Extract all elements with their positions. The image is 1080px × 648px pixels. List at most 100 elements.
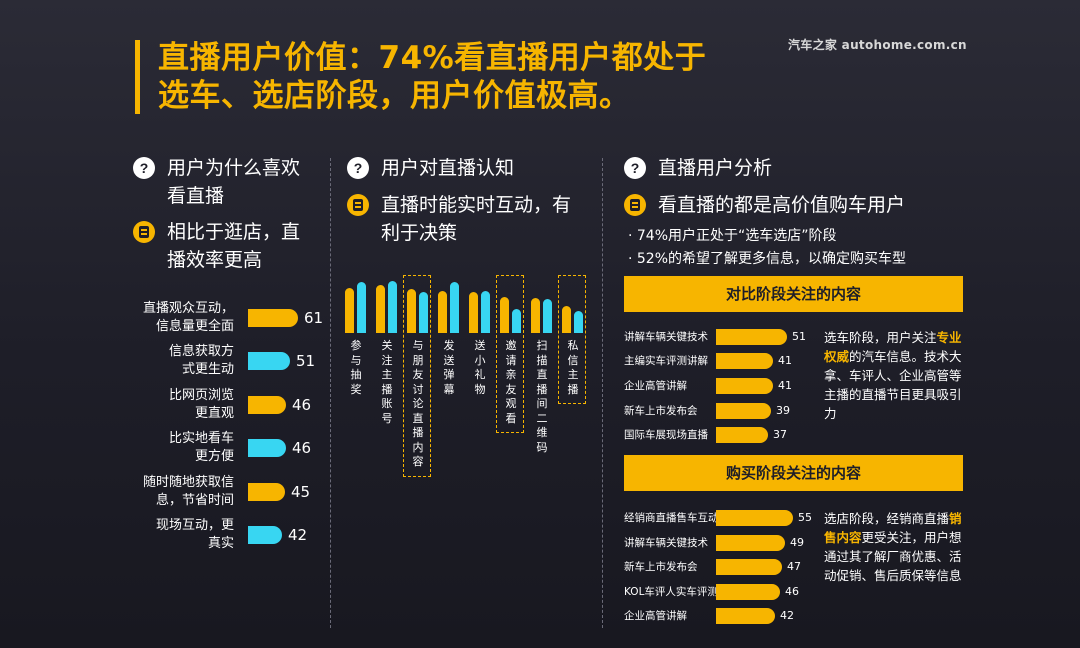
bar-label-line: 随时随地获取信 [142, 475, 234, 490]
column-bar [376, 285, 385, 333]
bar-label: 新车上市发布会 [624, 405, 698, 417]
bar [248, 309, 298, 327]
middle-answer-line-2: 利于决策 [381, 222, 458, 244]
right-bullet-2: · 52%的希望了解更多信息，以确定购买车型 [628, 251, 907, 267]
column-bar [512, 309, 521, 333]
bar [248, 396, 286, 414]
column-bar [450, 282, 459, 333]
bar [248, 483, 285, 501]
column-bar [419, 292, 428, 333]
note-highlight: 销售内容 [824, 511, 962, 545]
title-accent-bar [135, 40, 140, 114]
bar [716, 559, 782, 575]
compare-stage-note: 选车阶段，用户关注专业权威的汽车信息。技术大拿、车评人、企业高管等主播的直播节目… [824, 328, 964, 423]
bar-label-line: 现场互动，更 [155, 518, 234, 533]
bar-value: 51 [792, 330, 806, 343]
bar-label: 讲解车辆关键技术 [624, 537, 708, 549]
column-bar [562, 306, 571, 333]
bar-label: 主编实车评测讲解 [624, 355, 708, 367]
question-circle-icon: ? [624, 157, 646, 179]
bar-value: 41 [778, 354, 792, 367]
bar-label: 新车上市发布会 [624, 561, 698, 573]
bar-label-line: 比网页浏览 [168, 388, 234, 403]
page-title-line-2: 选车、选店阶段，用户价值极高。 [158, 78, 631, 114]
bar-value: 46 [785, 585, 799, 598]
left-answer-line-2: 播效率更高 [167, 249, 263, 271]
column-label: 扫描直播间二维码 [536, 339, 548, 454]
bar-value: 37 [773, 428, 787, 441]
bar-value: 41 [778, 379, 792, 392]
bar [716, 378, 773, 394]
page-title-line-1: 直播用户价值：74%看直播用户都处于 [158, 40, 707, 76]
column-label: 发送弹幕 [443, 339, 455, 396]
column-label: 邀请亲友观看 [505, 339, 517, 425]
note-text: 选店阶段，经销商直播 [824, 511, 950, 526]
bar-value: 47 [787, 560, 801, 573]
bar-label: 随时随地获取信 息，节省时间 [114, 474, 234, 510]
bar-value: 39 [776, 404, 790, 417]
bar-label-line: 信息获取方 [168, 344, 234, 359]
right-answer: 看直播的都是高价值购车用户 [658, 194, 906, 216]
bar [716, 584, 780, 600]
note-highlight: 专业权威 [824, 330, 962, 364]
question-circle-icon: ? [133, 157, 155, 179]
bar [248, 439, 286, 457]
note-text: 选车阶段，用户关注 [824, 330, 937, 345]
column-divider-1 [330, 158, 331, 628]
bar [248, 526, 282, 544]
right-bullet-1: · 74%用户正处于“选车选店”阶段 [628, 228, 837, 244]
bar [716, 608, 775, 624]
bar [248, 352, 290, 370]
bar-label: 直播观众互动， 信息量更全面 [114, 300, 234, 336]
column-bar [407, 289, 416, 333]
bar-value: 51 [296, 352, 316, 370]
bar-label: 比网页浏览 更直观 [114, 387, 234, 423]
bar [716, 535, 785, 551]
bar-label: KOL车评人实车评测 [624, 586, 718, 598]
bar-label: 企业高管讲解 [624, 610, 687, 622]
bar-label-line: 直播观众互动， [142, 301, 234, 316]
bar-value: 55 [798, 511, 812, 524]
column-bar [543, 299, 552, 333]
bar-label: 经销商直播售车互动 [624, 512, 719, 524]
column-bar [500, 297, 509, 333]
bar-value: 42 [780, 609, 794, 622]
column-bar [388, 281, 397, 333]
question-circle-icon: ? [347, 157, 369, 179]
column-divider-2 [602, 158, 603, 628]
highlight-box [496, 275, 524, 433]
bar-label: 讲解车辆关键技术 [624, 331, 708, 343]
highlight-box [558, 275, 586, 404]
left-answer-line-1: 相比于逛店，直 [167, 221, 301, 243]
column-label: 与朋友讨论直播内容 [412, 339, 424, 468]
note-text: 的汽车信息。技术大拿、车评人、企业高管等主播的直播节目更具吸引力 [824, 349, 962, 421]
highlight-box [403, 275, 431, 477]
middle-answer-line-1: 直播时能实时互动，有 [381, 194, 572, 216]
bar-label-line: 比实地看车 [168, 431, 234, 446]
bar-value: 49 [790, 536, 804, 549]
doc-list-icon [133, 221, 155, 243]
bar-label-line: 式更生动 [181, 362, 234, 377]
bar-value: 46 [292, 396, 312, 414]
column-bar [574, 311, 583, 333]
bar-label-line: 更方便 [194, 449, 234, 464]
bar-label: 信息获取方式更生动 [114, 343, 234, 379]
left-question-line-2: 看直播 [167, 185, 225, 207]
column-label: 私信主播 [567, 339, 579, 396]
column-bar [531, 298, 540, 333]
bar-label: 现场互动，更 真实 [114, 517, 234, 553]
bar [716, 403, 771, 419]
middle-question: 用户对直播认知 [381, 157, 515, 179]
column-bar [469, 292, 478, 333]
note-text: 更受关注，用户想通过其了解厂商优惠、活动促销、售后质保等信息 [824, 530, 962, 583]
bar-value: 45 [291, 483, 311, 501]
bar [716, 353, 773, 369]
left-question-line-1: 用户为什么喜欢 [167, 157, 301, 179]
column-bar [357, 282, 366, 333]
bar-label: 比实地看车更方便 [114, 430, 234, 466]
right-question: 直播用户分析 [658, 157, 773, 179]
purchase-stage-note: 选店阶段，经销商直播销售内容更受关注，用户想通过其了解厂商优惠、活动促销、售后质… [824, 509, 964, 585]
column-label: 送小礼物 [474, 339, 486, 396]
bar-value: 46 [292, 439, 312, 457]
bar-value: 61 [304, 309, 324, 327]
